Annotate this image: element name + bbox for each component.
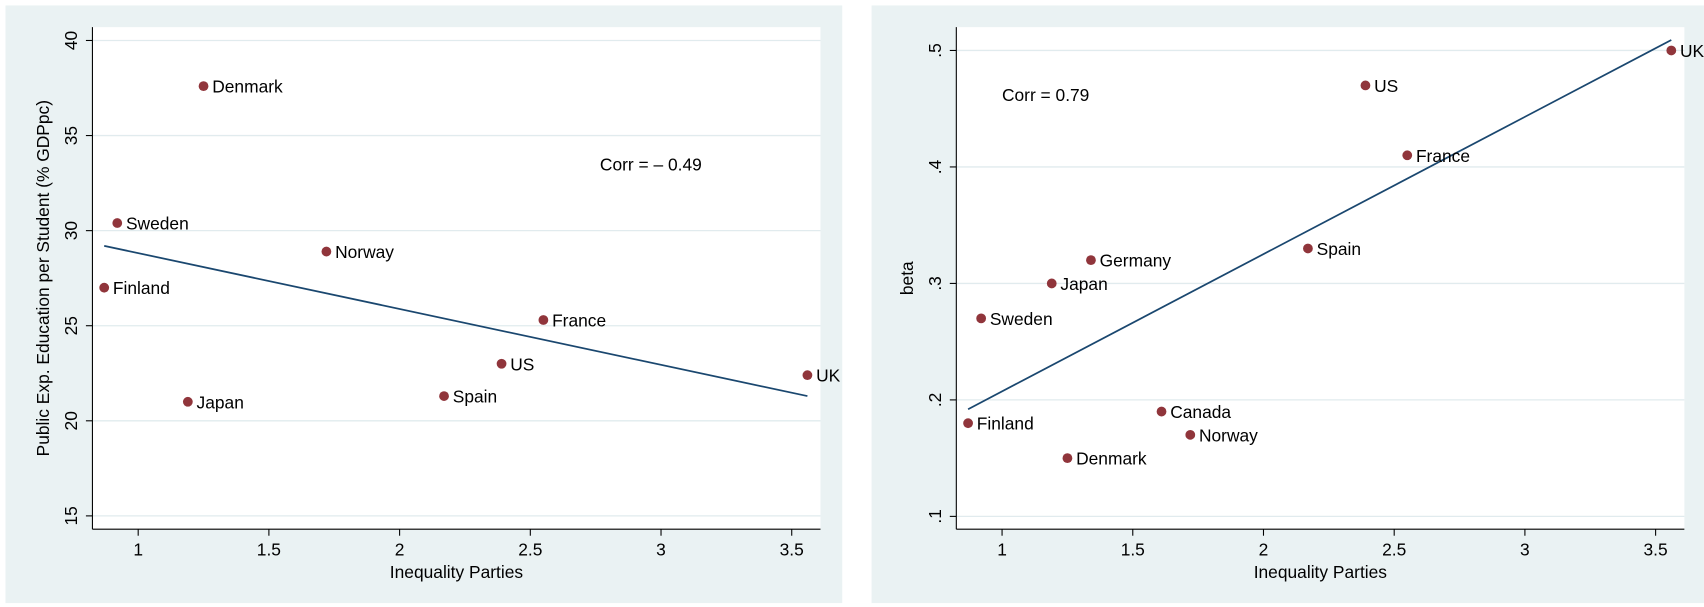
annotation: Corr = – 0.49 bbox=[600, 155, 702, 175]
point-label: Sweden bbox=[990, 309, 1053, 329]
point-label: Germany bbox=[1100, 251, 1172, 271]
y-tick-label: .5 bbox=[925, 43, 945, 57]
x-tick-label: 1.5 bbox=[257, 539, 281, 559]
data-point bbox=[538, 315, 549, 325]
y-tick-label: 30 bbox=[61, 221, 81, 240]
y-tick-label: 15 bbox=[61, 506, 81, 525]
data-point bbox=[99, 282, 110, 293]
x-axis-title: Inequality Parties bbox=[1254, 562, 1388, 582]
y-axis-title: beta bbox=[897, 261, 917, 295]
data-point bbox=[496, 358, 507, 369]
point-label: Norway bbox=[335, 242, 394, 262]
point-label: France bbox=[1416, 146, 1470, 166]
data-point bbox=[321, 246, 332, 257]
y-tick-label: .1 bbox=[925, 509, 945, 523]
data-point bbox=[1062, 453, 1073, 464]
data-point bbox=[1360, 80, 1371, 91]
x-tick-label: 1 bbox=[133, 539, 143, 559]
point-label: US bbox=[510, 354, 534, 374]
point-label: Finland bbox=[977, 414, 1034, 434]
y-tick-label: .3 bbox=[925, 276, 945, 291]
data-point bbox=[112, 218, 123, 228]
y-tick-label: 25 bbox=[61, 316, 81, 335]
plot-area bbox=[956, 27, 1685, 530]
point-label: Sweden bbox=[126, 214, 189, 234]
x-tick-label: 2.5 bbox=[1382, 539, 1406, 559]
x-tick-label: 2 bbox=[1259, 539, 1269, 559]
point-label: UK bbox=[816, 366, 841, 386]
data-point bbox=[1046, 278, 1057, 289]
data-point bbox=[439, 391, 449, 401]
point-label: UK bbox=[1680, 41, 1704, 61]
data-point bbox=[198, 81, 209, 92]
data-point bbox=[1185, 429, 1196, 440]
x-tick-label: 1.5 bbox=[1121, 539, 1145, 559]
fit-line bbox=[967, 39, 1672, 410]
point-label: Japan bbox=[1060, 274, 1107, 294]
point-label: Denmark bbox=[212, 77, 283, 97]
data-point bbox=[802, 370, 813, 381]
y-axis-title: Public Exp. Education per Student (% GDP… bbox=[33, 100, 53, 456]
data-point bbox=[976, 313, 987, 324]
point-label: France bbox=[552, 311, 606, 331]
y-tick-label: .2 bbox=[925, 393, 945, 407]
point-label: US bbox=[1374, 76, 1398, 96]
x-tick-label: 3.5 bbox=[1644, 539, 1668, 559]
point-label: Canada bbox=[1170, 402, 1231, 422]
data-point bbox=[182, 396, 193, 407]
y-tick-label: 40 bbox=[61, 31, 81, 50]
x-tick-label: 2.5 bbox=[518, 539, 542, 559]
annotation: Corr = 0.79 bbox=[1002, 85, 1089, 105]
point-label: Denmark bbox=[1076, 449, 1147, 469]
y-tick-label: .4 bbox=[925, 159, 945, 174]
point-label: Norway bbox=[1199, 425, 1258, 445]
data-point bbox=[1402, 150, 1413, 161]
y-tick-label: 35 bbox=[61, 126, 81, 145]
x-tick-label: 1 bbox=[997, 539, 1007, 559]
x-tick-label: 2 bbox=[395, 539, 405, 559]
data-point bbox=[1086, 255, 1096, 266]
data-point bbox=[1666, 45, 1677, 56]
data-point bbox=[1156, 406, 1167, 417]
y-tick-label: 20 bbox=[61, 411, 81, 430]
plot-area bbox=[92, 27, 821, 530]
fit-line bbox=[104, 245, 808, 397]
point-label: Japan bbox=[197, 392, 244, 412]
point-label: Spain bbox=[453, 387, 497, 407]
x-tick-label: 3 bbox=[1520, 539, 1530, 559]
point-label: Spain bbox=[1317, 239, 1361, 259]
point-label: Finland bbox=[113, 278, 170, 298]
x-axis-title: Inequality Parties bbox=[390, 562, 524, 582]
x-tick-label: 3 bbox=[656, 539, 666, 559]
data-point bbox=[1303, 243, 1313, 254]
x-tick-label: 3.5 bbox=[780, 539, 804, 559]
data-point bbox=[963, 418, 973, 429]
